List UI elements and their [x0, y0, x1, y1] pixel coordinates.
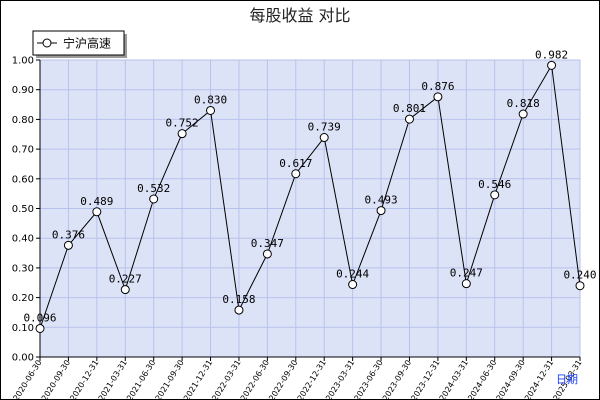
chart-title: 每股收益 对比: [249, 6, 350, 25]
data-label: 0.158: [222, 293, 255, 306]
y-tick-label: 0.00: [12, 353, 34, 364]
data-point: [234, 305, 244, 315]
data-label: 0.247: [450, 267, 483, 280]
legend-marker-icon: [42, 38, 52, 48]
x-axis-label: 日期: [556, 373, 578, 386]
y-tick-label: 0.50: [12, 204, 34, 215]
x-tick-label: 2023-12-31: [409, 358, 441, 400]
data-label: 0.818: [507, 97, 540, 110]
data-point: [92, 207, 102, 217]
data-label: 0.801: [393, 102, 426, 115]
data-label: 0.347: [251, 237, 284, 250]
y-tick-label: 0.60: [12, 174, 34, 185]
data-point: [120, 285, 130, 295]
y-tick-label: 0.80: [12, 115, 34, 126]
data-label: 0.489: [80, 195, 113, 208]
x-tick-label: 2024-09-30: [495, 358, 527, 400]
data-label: 0.376: [52, 228, 85, 241]
x-tick-label: 2023-06-30: [352, 358, 384, 400]
x-tick-label: 2021-03-31: [97, 358, 129, 400]
data-label: 0.532: [137, 182, 170, 195]
data-point: [319, 133, 329, 143]
y-tick-label: 1.00: [12, 56, 34, 67]
x-tick-label: 2020-09-30: [40, 358, 72, 400]
data-point: [291, 169, 301, 179]
series-line-group: [35, 60, 585, 333]
data-label: 0.240: [563, 269, 596, 282]
x-tick-label: 2022-03-31: [210, 358, 242, 400]
x-tick-label: 2023-03-31: [324, 358, 356, 400]
data-label: 0.617: [279, 157, 312, 170]
data-point: [149, 194, 159, 204]
data-point: [404, 114, 414, 124]
x-tick-label: 2021-12-31: [182, 358, 214, 400]
data-point: [490, 190, 500, 200]
data-label: 0.546: [478, 178, 511, 191]
data-point: [376, 206, 386, 216]
legend[interactable]: 宁沪高速: [32, 30, 127, 58]
data-label: 0.493: [364, 194, 397, 207]
y-tick-label: 0.70: [12, 145, 34, 156]
data-point: [518, 109, 528, 119]
x-tick-label: 2024-12-31: [523, 358, 555, 400]
data-label: 0.876: [421, 80, 454, 93]
legend-series-name: 宁沪高速: [63, 36, 111, 51]
data-point: [575, 281, 585, 291]
data-label: 0.096: [23, 311, 56, 324]
x-tick-label: 2021-09-30: [154, 358, 186, 400]
x-tick-label: 2022-06-30: [239, 358, 271, 400]
data-point: [262, 249, 272, 259]
series-line: [39, 63, 581, 329]
data-label: 0.244: [336, 268, 369, 281]
data-point: [177, 129, 187, 139]
data-label: 0.739: [308, 121, 341, 134]
x-tick-label: 2022-09-30: [267, 358, 299, 400]
data-point: [35, 323, 45, 333]
data-label: 0.982: [535, 48, 568, 61]
y-axis-ticks: 0.00 0.10 0.20 0.30 0.40 0.50 0.60 0.70 0.80 0.90…: [12, 56, 40, 364]
y-tick-label: 0.90: [12, 85, 34, 96]
y-tick-label: 0.20: [12, 293, 34, 304]
y-tick-label: 0.30: [12, 263, 34, 274]
data-label: 0.752: [166, 117, 199, 130]
data-labels: 0.096 0.376 0.489 0.227 0.532 0.752 0.830 0.158…: [23, 48, 596, 324]
data-point: [461, 279, 471, 289]
x-tick-label: 2020-12-31: [68, 358, 100, 400]
data-label: 0.830: [194, 93, 227, 106]
x-tick-label: 2022-12-31: [296, 358, 328, 400]
y-tick-label: 0.10: [12, 323, 34, 334]
data-label: 0.227: [109, 273, 142, 286]
y-tick-label: 0.40: [12, 234, 34, 245]
x-tick-label: 2024-03-31: [438, 358, 470, 400]
x-tick-label: 2020-06-30: [11, 358, 43, 400]
x-tick-label: 2021-06-30: [125, 358, 157, 400]
data-point: [348, 280, 358, 290]
data-point: [547, 60, 557, 70]
x-tick-label: 2023-09-30: [381, 358, 413, 400]
data-point: [206, 105, 216, 115]
x-tick-label: 2024-06-30: [466, 358, 498, 400]
data-point: [63, 240, 73, 250]
x-axis-ticks: 2020-06-302020-09-302020-12-312021-03-31…: [11, 357, 584, 400]
data-point: [433, 92, 443, 102]
